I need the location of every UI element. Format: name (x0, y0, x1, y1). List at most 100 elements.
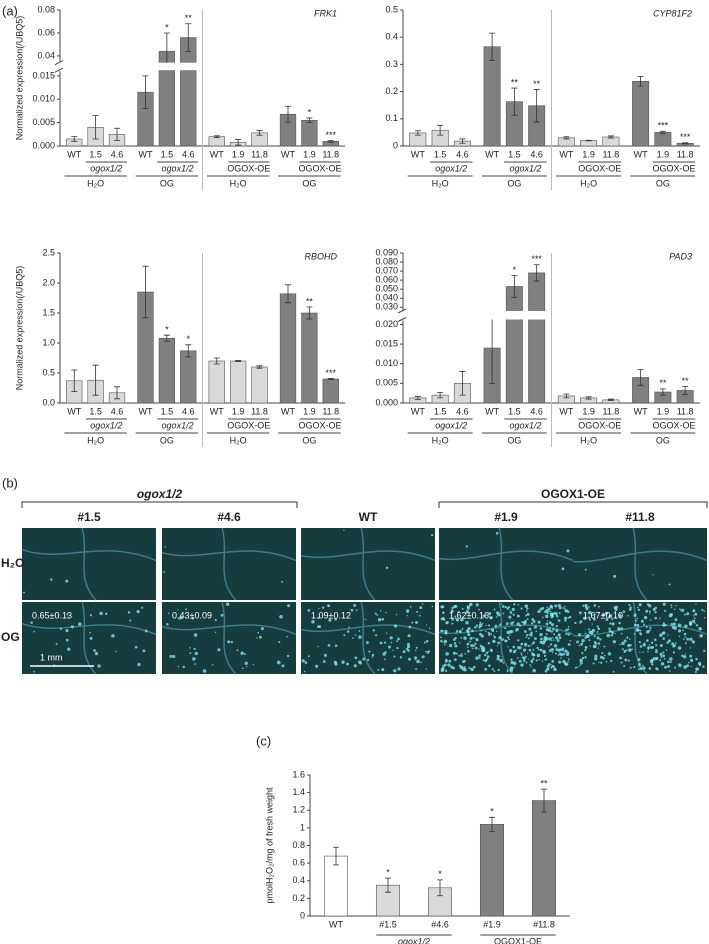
fluorescent-spot (448, 643, 453, 648)
x-tick-label: 4.6 (530, 149, 543, 159)
fluorescent-spot (568, 658, 570, 660)
fluorescent-spot (278, 640, 281, 644)
significance: *** (325, 368, 336, 378)
fluorescent-spot (659, 617, 661, 620)
fluorescent-spot (682, 638, 685, 640)
fluorescent-spot (678, 663, 681, 666)
fluorescent-spot (202, 669, 207, 673)
fluorescent-spot (668, 613, 673, 618)
fluorescent-spot (525, 614, 528, 617)
fluorescent-spot (608, 629, 612, 633)
fluorescent-spot (671, 625, 675, 630)
fluorescent-spot (553, 633, 556, 636)
fluorescent-spot (562, 659, 566, 664)
fluorescent-spot (562, 650, 564, 652)
error-bar (256, 130, 263, 136)
significance: * (386, 867, 390, 877)
fluorescent-spot (701, 608, 704, 611)
x-tick-label: WT (139, 406, 153, 416)
bar (301, 312, 318, 404)
bracket (438, 501, 708, 508)
fluorescent-spot (532, 668, 536, 673)
fluorescent-spot (627, 643, 631, 648)
x-tick-label: #4.6 (431, 919, 449, 929)
fluorescent-spot (164, 546, 167, 548)
x-tick-label: 11.8 (602, 406, 619, 416)
fluorescent-spot (512, 649, 517, 654)
bar (505, 286, 523, 404)
fluorescent-spot (377, 668, 380, 671)
fluorescent-spot (604, 654, 606, 657)
fluorescent-spot (529, 633, 533, 637)
error-bar (607, 398, 614, 402)
leaf-vein (572, 527, 708, 601)
fluorescent-spot (645, 626, 648, 629)
fluorescent-spot (651, 663, 654, 666)
fluorescent-spot (640, 633, 642, 636)
fluorescent-spot (654, 606, 658, 610)
fluorescent-spot (217, 648, 221, 652)
fluorescent-spot (670, 604, 673, 607)
fluorescent-spot (536, 646, 539, 649)
fluorescent-spot (518, 615, 520, 618)
bar (251, 366, 268, 404)
fluorescent-spot (321, 606, 325, 609)
fluorescent-spot (567, 643, 571, 646)
fluorescent-spot (537, 620, 541, 624)
fluorescent-spot (506, 636, 509, 639)
fluorescent-spot (679, 608, 681, 610)
fluorescent-spot (506, 670, 509, 673)
row-label: OG (1, 630, 20, 644)
fluorescent-spot (538, 659, 541, 661)
fluorescent-spot (127, 611, 131, 614)
fluorescent-spot (594, 654, 598, 658)
fluorescent-spot (660, 662, 665, 666)
measurement: 0.65±0.13 (32, 610, 72, 620)
fluorescent-spot (509, 648, 513, 653)
significance: ** (533, 79, 541, 89)
fluorescent-spot (600, 661, 603, 664)
fluorescent-spot (257, 631, 260, 634)
fluorescent-spot (194, 651, 198, 656)
fluorescent-spot (662, 631, 666, 635)
fluorescent-spot (399, 656, 403, 659)
fluorescent-spot (608, 627, 611, 630)
leaf-vein (438, 527, 574, 601)
fluorescent-spot (522, 656, 526, 660)
fluorescent-spot (665, 649, 668, 651)
fluorescent-spot (451, 606, 454, 610)
fluorescent-spot (497, 668, 500, 672)
fluorescent-spot (677, 623, 682, 628)
fluorescent-spot (347, 630, 349, 632)
error-bar (437, 391, 444, 399)
bar (180, 37, 197, 147)
fluorescent-spot (415, 620, 419, 624)
fluorescent-spot (478, 648, 480, 650)
fluorescent-spot (678, 635, 681, 638)
fluorescent-spot (480, 629, 482, 632)
fluorescent-spot (65, 638, 69, 642)
fluorescent-spot (484, 659, 488, 663)
fluorescent-spot (669, 657, 673, 661)
fluorescent-spot (683, 665, 687, 669)
genotype-label: ogox1/2 (90, 420, 122, 430)
fluorescent-spot (637, 608, 641, 611)
fluorescent-spot (541, 606, 545, 610)
significance: * (165, 22, 169, 32)
fluorescent-spot (683, 613, 686, 616)
measurement: 1.62±0.16 (449, 610, 489, 620)
fluorescent-spot (77, 622, 82, 626)
fluorescent-spot (667, 664, 670, 668)
fluorescent-spot (663, 658, 666, 660)
fluorescent-spot (526, 612, 530, 616)
fluorescent-spot (456, 618, 460, 622)
fluorescent-spot (376, 614, 379, 616)
y-tick-label: 0.6 (292, 858, 305, 868)
fluorescent-spot (621, 648, 624, 651)
fluorescent-spot (494, 624, 498, 628)
bar (301, 119, 318, 147)
fluorescent-spot (425, 639, 429, 643)
fluorescent-spot (546, 633, 548, 636)
fluorescent-spot (115, 650, 117, 653)
fluorescent-spot (639, 667, 643, 671)
